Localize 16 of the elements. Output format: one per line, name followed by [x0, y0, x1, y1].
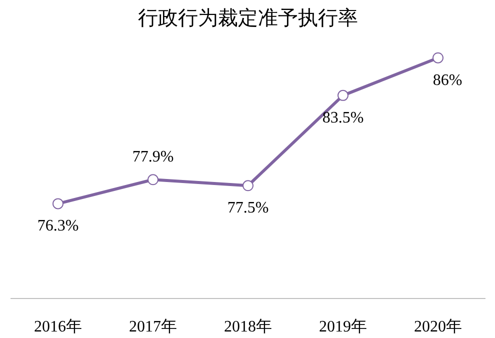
data-label: 77.9%	[132, 148, 174, 166]
x-tick-label: 2019年	[319, 318, 367, 336]
point	[432, 52, 444, 64]
chart-title: 行政行为裁定准予执行率	[138, 8, 358, 30]
data-label: 83.5%	[322, 109, 364, 126]
data-label: 77.5%	[227, 200, 269, 217]
x-tick-label: 2020年	[414, 318, 462, 336]
point	[242, 180, 254, 192]
x-tick-label: 2016年	[34, 318, 82, 336]
point	[52, 198, 64, 210]
data-label: 86%	[432, 72, 462, 89]
point	[338, 90, 348, 101]
data-label: 76.3%	[37, 218, 79, 235]
point	[148, 174, 158, 186]
x-tick-label: 2017年	[129, 318, 177, 336]
x-tick-label: 2018年	[224, 318, 272, 336]
